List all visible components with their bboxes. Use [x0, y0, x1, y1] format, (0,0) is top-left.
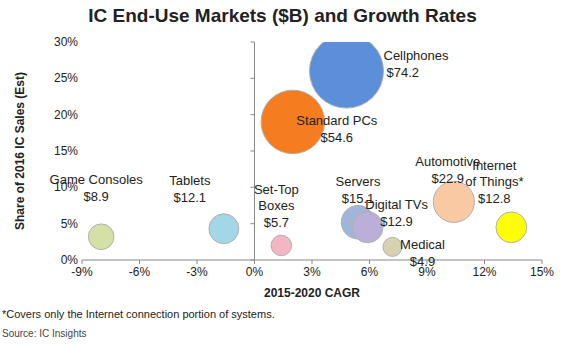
- x-tick-label: -3%: [186, 265, 208, 279]
- y-axis-title: Share of 2016 IC Sales (Est): [13, 72, 27, 230]
- x-tick: [82, 260, 83, 264]
- y-tick-label: 0%: [61, 253, 79, 267]
- x-tick-label: -6%: [129, 265, 151, 279]
- x-tick-label: 12%: [472, 265, 496, 279]
- bubble: [88, 224, 114, 250]
- bubble-size-label: $54.6: [321, 130, 354, 145]
- x-tick: [369, 260, 370, 264]
- y-tick-label: 30%: [54, 35, 78, 49]
- bubbles: [88, 42, 526, 256]
- x-tick: [139, 260, 140, 264]
- title: IC End-Use Markets ($B) and Growth Rates: [88, 5, 477, 26]
- y-tick-label: 5%: [61, 217, 79, 231]
- bubble-name-line: Cellphones: [384, 48, 450, 63]
- bubble-name: Tablets: [169, 173, 211, 188]
- bubble-name-line: Automotive: [415, 154, 480, 169]
- bubble: [209, 214, 239, 244]
- x-tick-label: 6%: [361, 265, 379, 279]
- x-tick-label: 3%: [303, 265, 321, 279]
- bubble-name: Set-TopBoxes: [254, 182, 299, 213]
- bubble-name: Digital TVs: [365, 197, 428, 212]
- bubble-name: Cellphones: [384, 48, 450, 63]
- y-tick: [251, 114, 255, 115]
- y-tick-label: 25%: [54, 71, 78, 85]
- bubble-name-line: Game Consoles: [50, 172, 144, 187]
- bubble-name-line: Tablets: [169, 173, 211, 188]
- bubble: [352, 212, 383, 243]
- bubble-size-label: $74.2: [387, 65, 420, 80]
- bubble-size-label: $8.9: [84, 189, 109, 204]
- bubble-name: Game Consoles: [50, 172, 144, 187]
- y-tick-label: 20%: [54, 108, 78, 122]
- bubble-name: Medical: [400, 237, 445, 252]
- y-tick: [251, 42, 255, 43]
- bubble-size-label: $12.8: [478, 191, 511, 206]
- bubble-name-line: Internet: [472, 158, 516, 173]
- y-tick-label: 15%: [54, 144, 78, 158]
- y-tick: [251, 78, 255, 79]
- y-tick: [251, 151, 255, 152]
- x-tick-label: 15%: [530, 265, 554, 279]
- footnote: *Covers only the Internet connection por…: [2, 308, 275, 320]
- x-tick: [484, 260, 485, 264]
- y-tick: [251, 260, 255, 261]
- bubble-name-line: of Things*: [465, 174, 523, 189]
- bubble-name: Internetof Things*: [465, 158, 523, 189]
- bubble-size-label: $4.9: [410, 254, 435, 269]
- bubble-name-line: Set-Top: [254, 182, 299, 197]
- bubble-name: Automotive: [415, 154, 480, 169]
- bubble-name-line: Digital TVs: [365, 197, 428, 212]
- x-tick-label: 0%: [246, 265, 264, 279]
- bubble-size-label: $5.7: [264, 215, 289, 230]
- bubble-size-label: $12.9: [380, 214, 413, 229]
- bubble: [496, 212, 527, 243]
- bubble-size-label: $22.9: [432, 171, 465, 186]
- bubble-name-line: Servers: [336, 174, 381, 189]
- source: Source: IC Insights: [2, 328, 86, 339]
- bubble: [271, 235, 292, 256]
- bubble-name-line: Medical: [400, 237, 445, 252]
- y-tick: [251, 223, 255, 224]
- chart: IC End-Use Markets ($B) and Growth Rates…: [0, 0, 565, 344]
- bubble-name-line: Standard PCs: [296, 113, 377, 128]
- x-tick: [542, 260, 543, 264]
- bubble-name: Servers: [336, 174, 381, 189]
- bubble-name: Standard PCs: [296, 113, 377, 128]
- bubble-size-label: $12.1: [174, 190, 207, 205]
- x-tick: [312, 260, 313, 264]
- x-tick: [197, 260, 198, 264]
- x-tick-label: -9%: [71, 265, 93, 279]
- x-axis-title: 2015-2020 CAGR: [264, 286, 360, 300]
- bubble: [309, 42, 383, 108]
- x-tick: [254, 260, 255, 264]
- bubble-name-line: Boxes: [258, 198, 295, 213]
